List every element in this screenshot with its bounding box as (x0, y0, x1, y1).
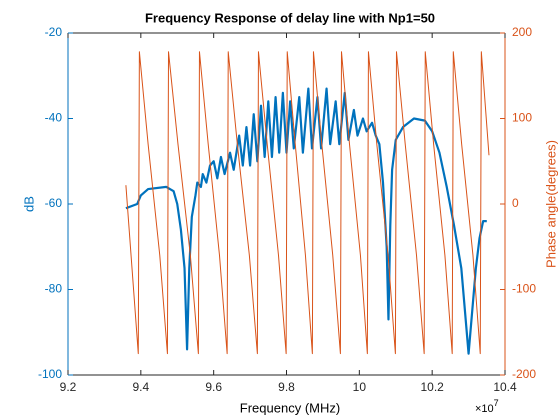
x-multiplier: ×107 (475, 398, 499, 415)
x-tick-label: 9.6 (205, 380, 222, 394)
x-multiplier-base: ×10 (475, 403, 494, 415)
x-tick-label: 10.4 (493, 380, 517, 394)
y-axis-label: dB (21, 196, 36, 212)
y-tick-label: -60 (45, 196, 63, 210)
y-tick-label: -20 (45, 25, 63, 39)
x-tick-label: 9.4 (132, 380, 149, 394)
y2-tick-label: 200 (512, 25, 532, 39)
y2-tick-label: 0 (512, 196, 519, 210)
chart-title: Frequency Response of delay line with Np… (145, 10, 435, 25)
y-tick-label: -80 (45, 282, 63, 296)
data-line (125, 51, 490, 355)
y2-tick-label: 100 (512, 111, 532, 125)
data-line (125, 87, 487, 355)
x-tick-label: 9.8 (278, 380, 295, 394)
x-axis-label: Frequency (MHz) (240, 400, 340, 415)
y-tick-label: -100 (38, 367, 62, 381)
y2-tick-label: -100 (512, 282, 536, 296)
x-tick-label: 10 (353, 380, 367, 394)
x-multiplier-exponent: 7 (494, 398, 499, 408)
x-tick-label: 9.2 (60, 380, 77, 394)
x-tick-label: 10.2 (420, 380, 444, 394)
y2-tick-label: -200 (512, 367, 536, 381)
y-tick-label: -40 (45, 111, 63, 125)
y2-axis-label: Phase angle(degrees) (543, 140, 558, 268)
